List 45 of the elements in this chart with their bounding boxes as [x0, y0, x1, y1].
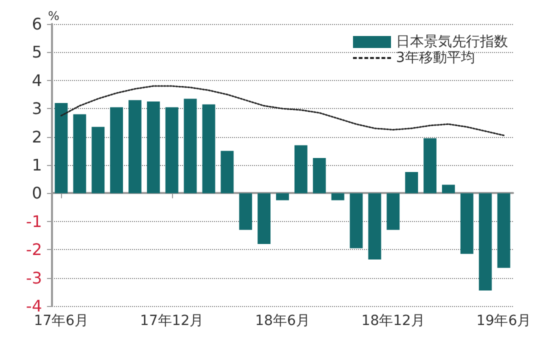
- y-tick-label: 4: [32, 70, 42, 90]
- line-series: [60, 85, 505, 136]
- bar: [350, 193, 363, 248]
- bar: [442, 184, 455, 194]
- bar: [128, 100, 142, 194]
- bar: [276, 193, 289, 200]
- bar: [239, 193, 252, 230]
- legend-label: 3年移動平均: [396, 50, 475, 66]
- y-tick-label: -1: [26, 212, 42, 231]
- bar: [165, 107, 178, 194]
- bar: [110, 107, 123, 194]
- bar: [73, 114, 86, 194]
- x-tick-label: 17年12月: [140, 313, 204, 329]
- bar: [312, 158, 326, 194]
- x-tick-label: 18年6月: [255, 313, 310, 329]
- y-tick-label: 0: [32, 184, 42, 203]
- bar: [92, 126, 105, 194]
- y-axis-title: %: [48, 9, 60, 23]
- bar: [202, 104, 216, 194]
- bar: [424, 138, 436, 194]
- y-tick-label: 6: [32, 14, 42, 34]
- x-tick-label: 19年6月: [476, 313, 532, 329]
- bar: [184, 98, 197, 194]
- bar: [497, 193, 510, 268]
- bar: [331, 193, 344, 200]
- y-tick-label: 1: [32, 156, 42, 174]
- y-tick-label: 3: [32, 99, 42, 118]
- bar: [146, 102, 160, 194]
- y-tick-label: 2: [32, 127, 42, 146]
- bar: [478, 193, 492, 290]
- bar: [220, 150, 234, 194]
- y-tick-label: -2: [26, 240, 42, 260]
- x-tick-label: 17年6月: [34, 313, 89, 329]
- y-tick-label: -4: [26, 296, 42, 316]
- bar: [368, 193, 382, 260]
- bar: [258, 193, 271, 244]
- legend-label: 日本景気先行指数: [396, 34, 508, 50]
- bar: [460, 193, 474, 254]
- x-tick-label: 18年12月: [361, 313, 425, 329]
- y-tick-label: -3: [26, 268, 42, 288]
- bar: [54, 102, 68, 194]
- y-tick-label: 5: [32, 42, 42, 62]
- bar: [294, 145, 308, 194]
- bar: [386, 193, 400, 230]
- bar: [405, 172, 418, 194]
